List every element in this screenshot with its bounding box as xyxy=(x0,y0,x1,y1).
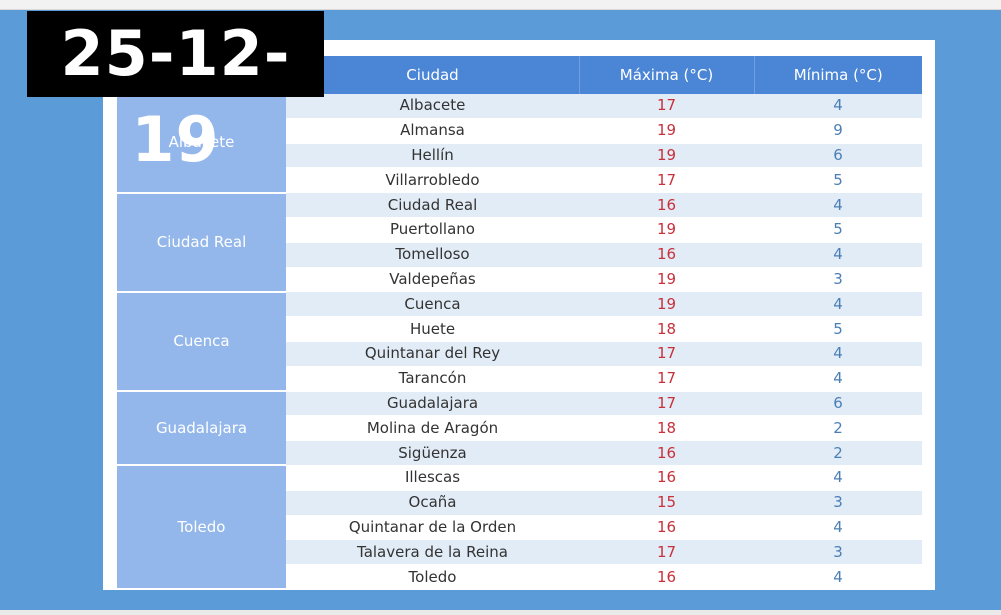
min-temp-cell: 4 xyxy=(754,242,922,268)
table-row: Tarancón 17 4 xyxy=(117,366,922,392)
table-row: Quintanar del Rey 17 4 xyxy=(117,341,922,367)
city-cell: Toledo xyxy=(286,564,579,590)
max-temp-cell: 16 xyxy=(579,465,754,491)
table-row: Guadalajara Guadalajara 17 6 xyxy=(117,391,922,467)
city-cell: Albacete xyxy=(286,94,579,119)
max-temp-cell: 17 xyxy=(579,366,754,392)
max-temp-cell: 17 xyxy=(579,391,754,417)
province-cell: Toledo xyxy=(117,465,286,591)
max-temp-cell: 17 xyxy=(579,94,754,119)
table-row: Ciudad Real Ciudad Real 16 4 xyxy=(117,192,922,293)
table-row: Ocaña 15 3 xyxy=(117,490,922,516)
city-cell: Huete xyxy=(286,316,579,342)
max-temp-cell: 16 xyxy=(579,192,754,218)
min-temp-cell: 4 xyxy=(754,564,922,590)
min-temp-cell: 4 xyxy=(754,515,922,541)
date-overlay: 25-12-19 xyxy=(27,11,324,176)
min-temp-cell: 3 xyxy=(754,267,922,293)
temperature-table: Ciudad Máxima (°C) Mínima (°C) AlbaceteA… xyxy=(117,56,922,591)
header-max: Máxima (°C) xyxy=(579,56,755,94)
table-row: Hellín 19 6 xyxy=(117,143,922,169)
city-cell: Valdepeñas xyxy=(286,267,579,293)
max-temp-cell: 17 xyxy=(579,341,754,367)
city-cell: Ocaña xyxy=(286,490,579,516)
max-temp-cell: 19 xyxy=(579,143,754,169)
city-cell: Sigüenza xyxy=(286,440,579,466)
table-row: Talavera de la Reina 17 3 xyxy=(117,539,922,566)
min-temp-cell: 4 xyxy=(754,341,922,367)
min-temp-cell: 4 xyxy=(754,366,922,392)
province-cell: Ciudad Real xyxy=(117,192,286,293)
max-temp-cell: 16 xyxy=(579,440,754,466)
max-temp-cell: 16 xyxy=(579,515,754,541)
city-cell: Ciudad Real xyxy=(286,192,579,218)
min-temp-cell: 5 xyxy=(754,316,922,342)
min-temp-cell: 4 xyxy=(754,94,922,119)
city-cell: Hellín xyxy=(286,143,579,169)
max-temp-cell: 17 xyxy=(579,539,754,566)
city-cell: Tarancón xyxy=(286,366,579,392)
city-cell: Illescas xyxy=(286,465,579,491)
city-cell: Almansa xyxy=(286,118,579,144)
min-temp-cell: 5 xyxy=(754,217,922,243)
table-row: Sigüenza 16 2 xyxy=(117,440,922,466)
max-temp-cell: 19 xyxy=(579,267,754,293)
table-row: Cuenca Cuenca 19 4 xyxy=(117,291,922,393)
max-temp-cell: 16 xyxy=(579,564,754,590)
min-temp-cell: 3 xyxy=(754,490,922,516)
min-temp-cell: 9 xyxy=(754,118,922,144)
table-row: Quintanar de la Orden 16 4 xyxy=(117,515,922,541)
city-cell: Talavera de la Reina xyxy=(286,539,579,566)
max-temp-cell: 18 xyxy=(579,316,754,342)
city-cell: Guadalajara xyxy=(286,391,579,417)
min-temp-cell: 2 xyxy=(754,415,922,442)
min-temp-cell: 6 xyxy=(754,143,922,169)
table-body: AlbaceteAlbacete174Almansa199Hellín196Vi… xyxy=(117,94,922,591)
max-temp-cell: 17 xyxy=(579,167,754,194)
city-cell: Tomelloso xyxy=(286,242,579,268)
min-temp-cell: 4 xyxy=(754,192,922,218)
header-city: Ciudad xyxy=(286,56,580,94)
table-row: Toledo Illescas 16 4 xyxy=(117,465,922,591)
max-temp-cell: 19 xyxy=(579,217,754,243)
table-row: Villarrobledo 17 5 xyxy=(117,167,922,194)
city-cell: Puertollano xyxy=(286,217,579,243)
city-cell: Quintanar del Rey xyxy=(286,341,579,367)
max-temp-cell: 15 xyxy=(579,490,754,516)
table-row: Puertollano 19 5 xyxy=(117,217,922,243)
max-temp-cell: 19 xyxy=(579,291,754,318)
table-row: Molina de Aragón 18 2 xyxy=(117,415,922,442)
city-cell: Molina de Aragón xyxy=(286,415,579,442)
table-row: Valdepeñas 19 3 xyxy=(117,267,922,293)
max-temp-cell: 18 xyxy=(579,415,754,442)
bottom-strip xyxy=(0,610,1001,615)
table-row: Toledo 16 4 xyxy=(117,564,922,590)
max-temp-cell: 19 xyxy=(579,118,754,144)
table-row: Huete 18 5 xyxy=(117,316,922,342)
min-temp-cell: 4 xyxy=(754,291,922,318)
header-min: Mínima (°C) xyxy=(754,56,922,94)
city-cell: Cuenca xyxy=(286,291,579,318)
province-cell: Guadalajara xyxy=(117,391,286,467)
table-row: Almansa 19 9 xyxy=(117,118,922,144)
min-temp-cell: 2 xyxy=(754,440,922,466)
min-temp-cell: 4 xyxy=(754,465,922,491)
table-row: AlbaceteAlbacete174 xyxy=(117,94,922,194)
max-temp-cell: 16 xyxy=(579,242,754,268)
city-cell: Villarrobledo xyxy=(286,167,579,194)
province-cell: Cuenca xyxy=(117,291,286,393)
city-cell: Quintanar de la Orden xyxy=(286,515,579,541)
min-temp-cell: 3 xyxy=(754,539,922,566)
min-temp-cell: 5 xyxy=(754,167,922,194)
top-window-strip xyxy=(0,0,1001,10)
min-temp-cell: 6 xyxy=(754,391,922,417)
table-row: Tomelloso 16 4 xyxy=(117,242,922,268)
province-cell: Albacete xyxy=(117,94,286,194)
